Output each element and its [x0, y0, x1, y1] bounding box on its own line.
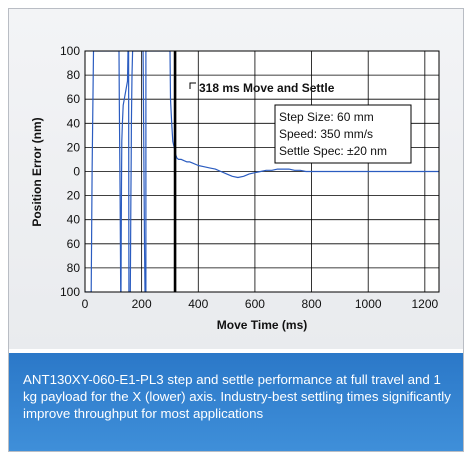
x-tick-label: 1200	[411, 297, 438, 311]
x-tick-label: 0	[82, 297, 89, 311]
x-tick-label: 400	[188, 297, 208, 311]
y-tick-label: 60	[67, 92, 81, 106]
settle-label: 318 ms Move and Settle	[199, 81, 335, 95]
series-line-0	[85, 51, 439, 292]
y-tick-label: 40	[67, 213, 81, 227]
caption-text: ANT130XY-060-E1-PL3 step and settle perf…	[23, 372, 451, 421]
x-tick-label: 800	[302, 297, 322, 311]
plot-border	[84, 50, 440, 293]
y-tick-label: 20	[67, 140, 81, 154]
spec-box: Step Size: 60 mm Speed: 350 mm/s Settle …	[274, 104, 412, 164]
x-tick-label: 600	[245, 297, 265, 311]
y-axis-label: Position Error (nm)	[30, 117, 44, 226]
callout-bracket	[189, 82, 196, 89]
x-tick-label: 200	[132, 297, 152, 311]
y-tick-label: 100	[60, 285, 80, 299]
y-tick-label: 80	[67, 261, 81, 275]
y-tick-label: 40	[67, 116, 81, 130]
spec-step-size: Step Size: 60 mm	[279, 110, 374, 124]
y-tick-label: 0	[73, 165, 80, 179]
y-tick-label: 80	[67, 68, 81, 82]
spec-speed: Speed: 350 mm/s	[279, 127, 373, 141]
caption-panel: ANT130XY-060-E1-PL3 step and settle perf…	[9, 353, 463, 451]
spec-box-frame	[274, 104, 412, 164]
spec-settle: Settle Spec: ±20 nm	[279, 144, 387, 158]
chart-panel: 0 200 400 600 800 1000 1200 100 80 60 40 20 0 20 40 60 8…	[9, 9, 463, 349]
x-tick-label: 1000	[355, 297, 382, 311]
y-tick-label: 100	[60, 44, 80, 58]
settle-callout: 318 ms Move and Settle	[189, 81, 335, 95]
position-error-chart: 0 200 400 600 800 1000 12001008060402002040608…	[30, 44, 440, 332]
x-axis-label: Move Time (ms)	[217, 318, 307, 332]
figure-frame: 0 200 400 600 800 1000 1200 100 80 60 40 20 0 20 40 60 8…	[8, 8, 464, 452]
y-tick-label: 20	[67, 189, 81, 203]
y-tick-label: 60	[67, 237, 81, 251]
